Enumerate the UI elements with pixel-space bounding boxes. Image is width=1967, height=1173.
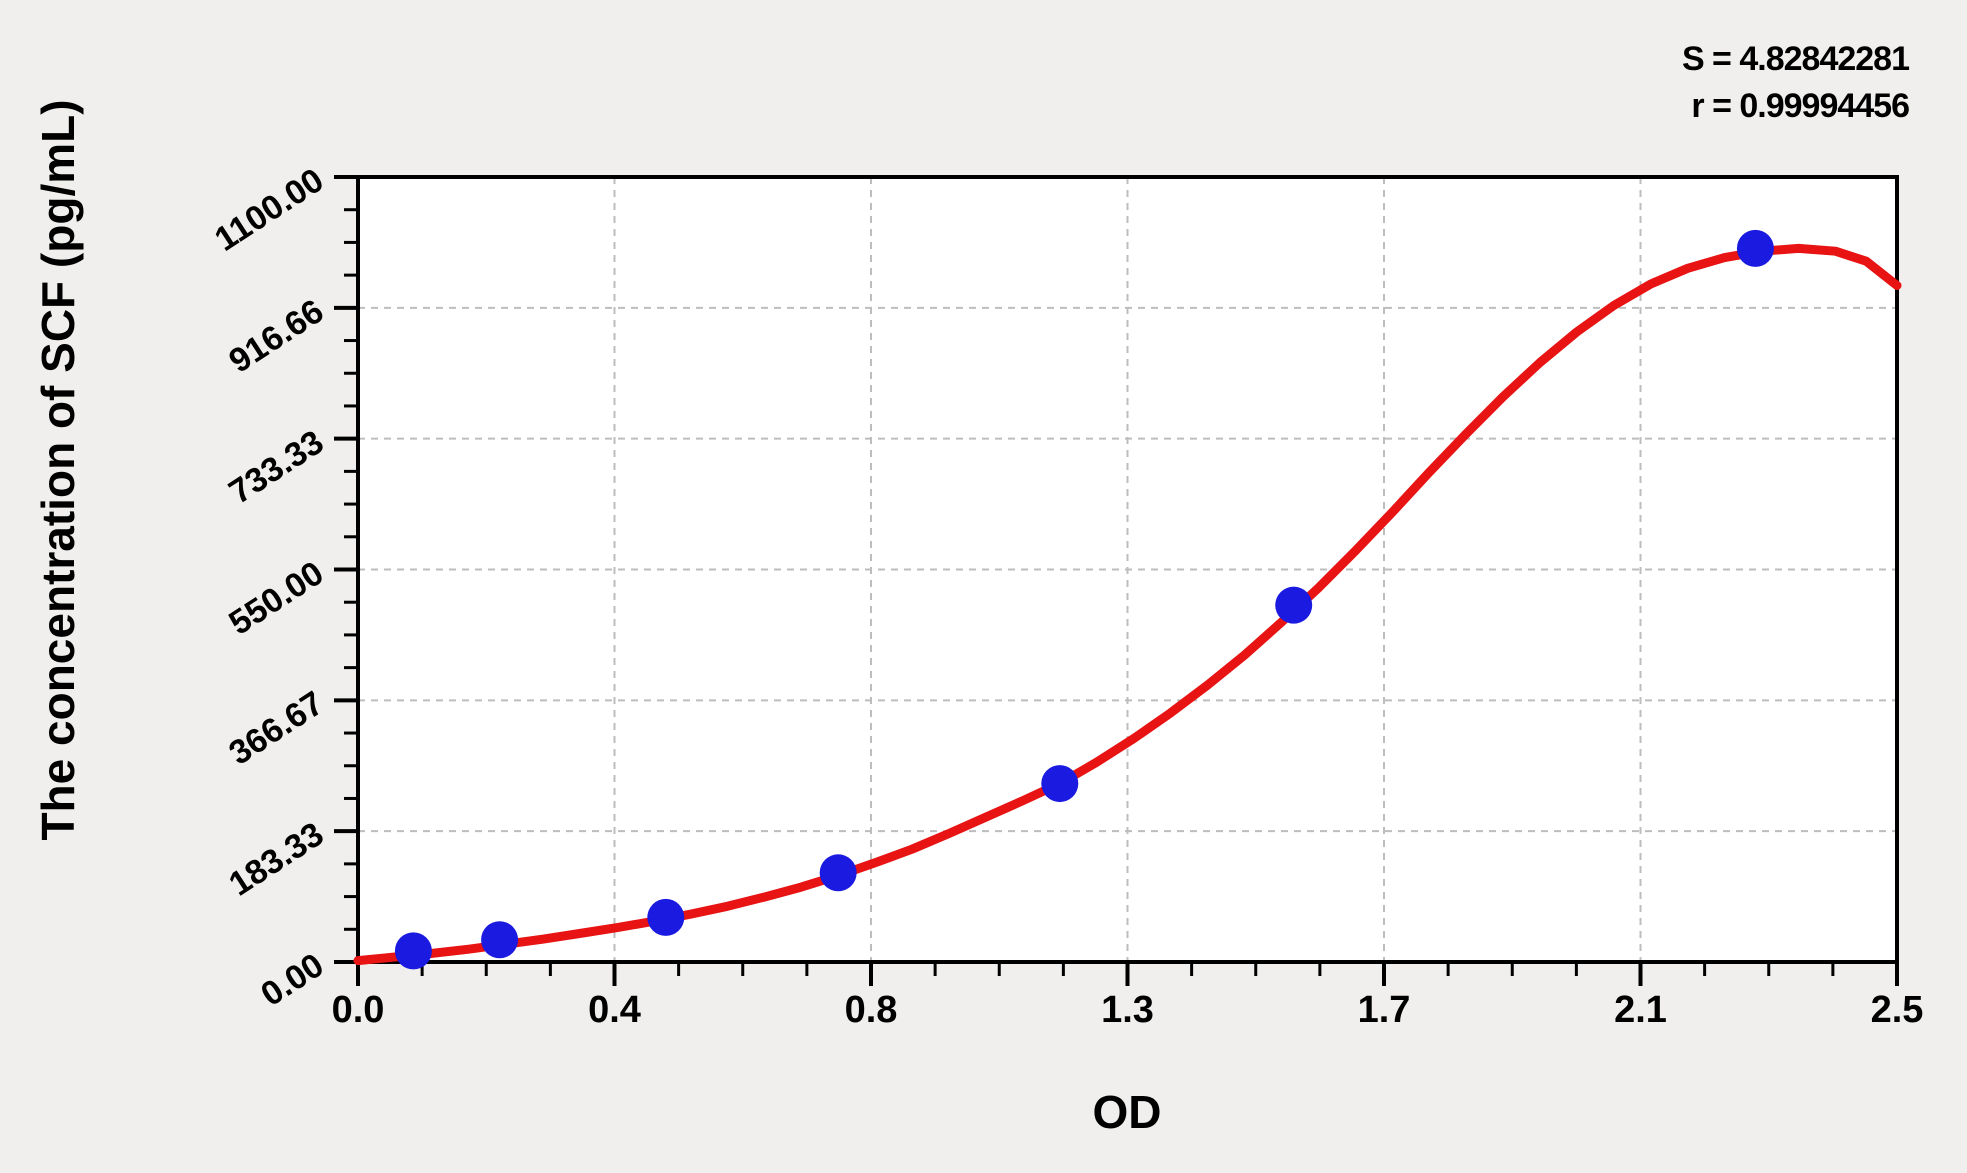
y-axis-title: The concentration of SCF (pg/mL) — [32, 99, 84, 841]
fit-stat-s: S = 4.82842281 — [1681, 40, 1910, 78]
fit-stat-r: r = 0.99994456 — [1691, 87, 1910, 125]
data-point — [1736, 229, 1774, 267]
fit-stats: S = 4.82842281 r = 0.99994456 — [1681, 36, 1910, 130]
data-point — [1275, 586, 1313, 624]
x-tick-label: 0.4 — [588, 989, 641, 1031]
data-point — [647, 898, 685, 936]
x-tick-label: 1.3 — [1101, 989, 1154, 1031]
x-tick-label: 0.0 — [331, 989, 385, 1031]
x-tick-label: 1.7 — [1357, 989, 1411, 1031]
x-tick-label: 2.1 — [1614, 989, 1667, 1031]
x-axis-title: OD — [1092, 1086, 1162, 1138]
fitted-curve — [353, 243, 1902, 966]
data-point — [1041, 765, 1079, 803]
data-point — [819, 854, 857, 892]
data-point — [481, 921, 519, 959]
x-tick-label: 0.8 — [844, 989, 898, 1031]
data-point — [394, 932, 432, 970]
x-tick-label: 2.5 — [1870, 989, 1924, 1031]
